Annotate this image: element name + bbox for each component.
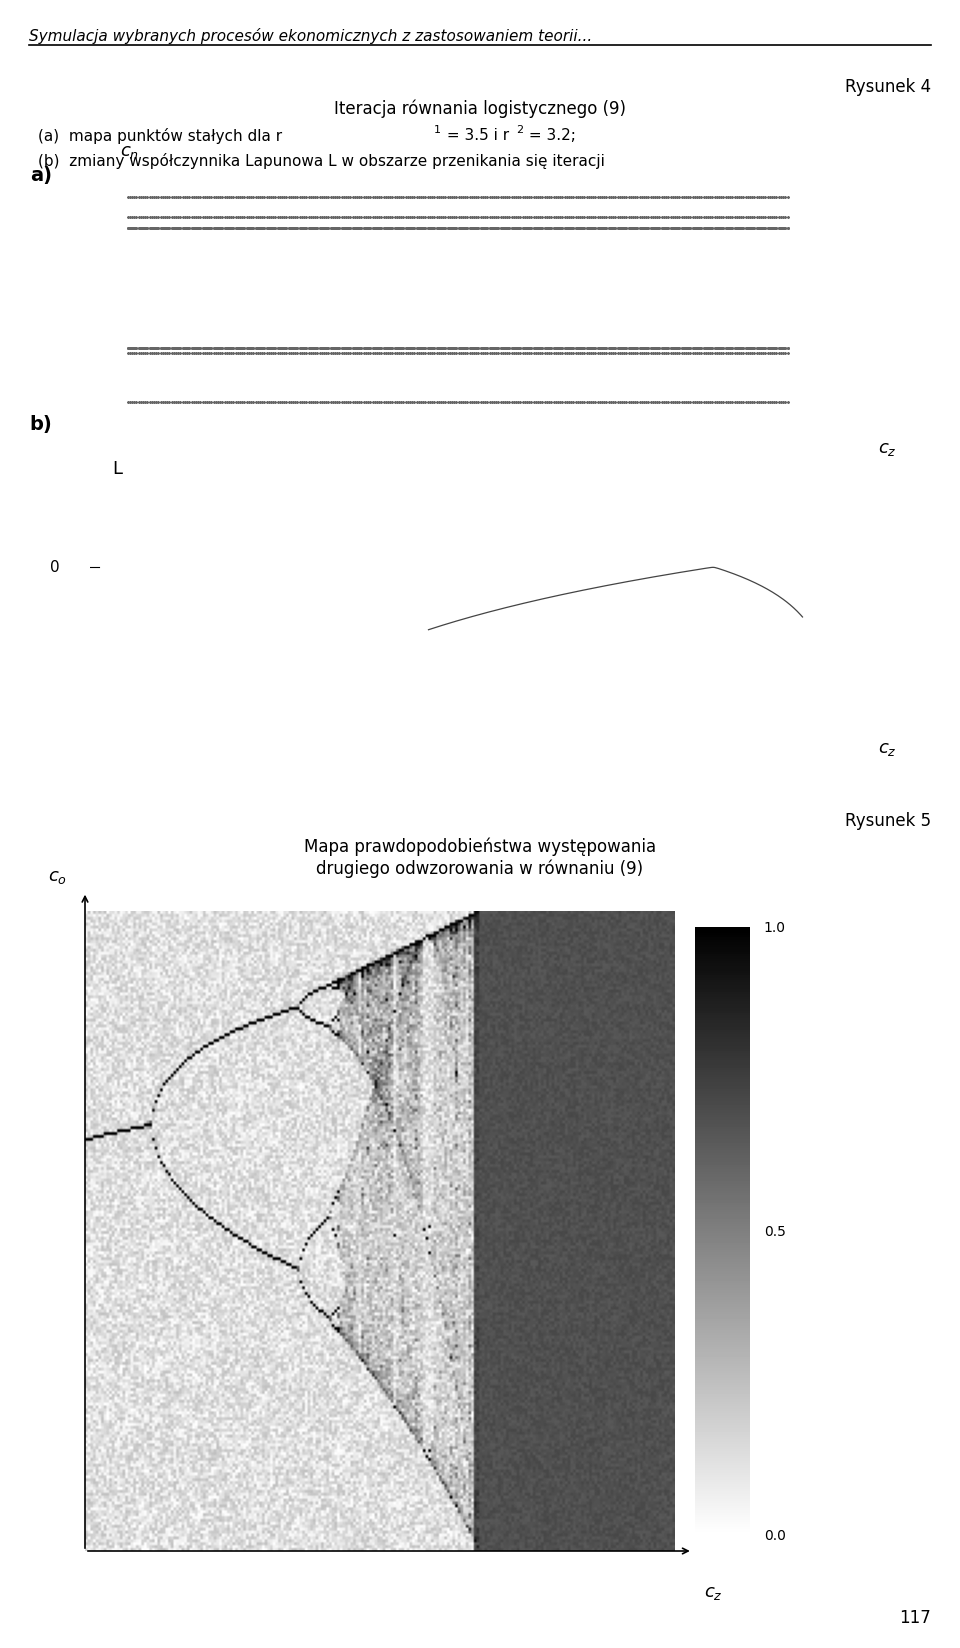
Text: $c_z$: $c_z$ <box>877 440 897 458</box>
Text: $c_o$: $c_o$ <box>48 868 67 887</box>
Text: Rysunek 5: Rysunek 5 <box>845 811 931 829</box>
Text: Symulacja wybranych procesów ekonomicznych z zastosowaniem teorii...: Symulacja wybranych procesów ekonomiczny… <box>29 28 592 44</box>
Text: $c_n$: $c_n$ <box>120 143 139 162</box>
Text: $c_z$: $c_z$ <box>705 1584 723 1600</box>
Text: 0: 0 <box>50 560 60 575</box>
Text: 2: 2 <box>516 125 523 135</box>
Text: $c_z$: $c_z$ <box>877 740 897 756</box>
Text: = 3.5 i r: = 3.5 i r <box>442 129 509 143</box>
Text: 0.5: 0.5 <box>764 1224 785 1238</box>
Text: Rysunek 4: Rysunek 4 <box>845 77 931 96</box>
Text: Iteracja równania logistycznego (9): Iteracja równania logistycznego (9) <box>334 101 626 119</box>
Text: L: L <box>112 460 123 478</box>
Text: Mapa prawdopodobieństwa występowania
drugiego odwzorowania w równaniu (9): Mapa prawdopodobieństwa występowania dru… <box>304 837 656 877</box>
Text: 117: 117 <box>900 1608 931 1627</box>
Text: a): a) <box>31 166 53 185</box>
Text: (a)  mapa punktów stałych dla r: (a) mapa punktów stałych dla r <box>38 129 282 143</box>
Text: b): b) <box>30 415 53 433</box>
Text: 1.0: 1.0 <box>764 921 785 934</box>
Text: = 3.2;: = 3.2; <box>524 129 576 143</box>
Text: 0.0: 0.0 <box>764 1528 785 1543</box>
Text: (b)  zmiany współczynnika Lapunowa L w obszarze przenikania się iteracji: (b) zmiany współczynnika Lapunowa L w ob… <box>38 153 605 168</box>
Text: 1: 1 <box>434 125 441 135</box>
